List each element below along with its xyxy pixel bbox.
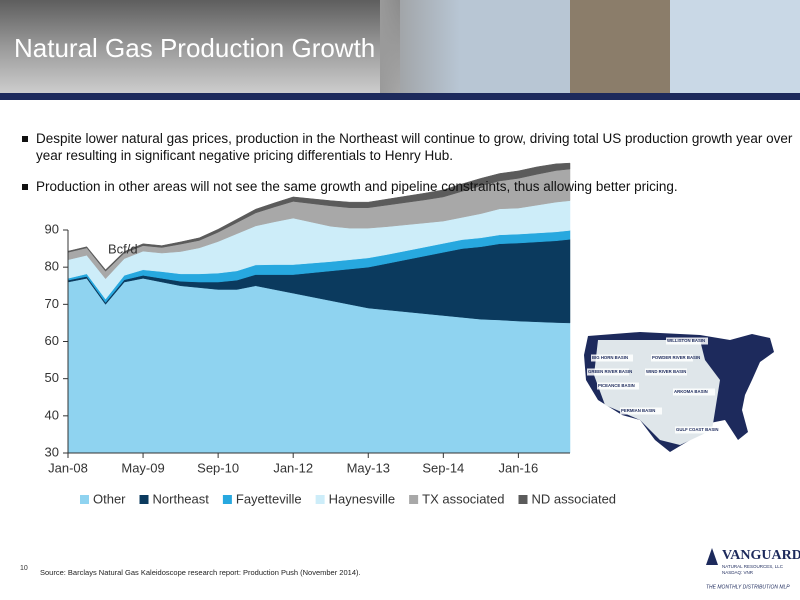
x-tick-label: May-09: [121, 460, 164, 475]
bullet: Despite lower natural gas prices, produc…: [20, 130, 800, 164]
logo-tagline: THE MONTHLY DISTRIBUTION MLP: [706, 584, 790, 590]
map-label: BIG HORN BASIN: [592, 355, 628, 360]
map-label-bg: [587, 368, 629, 376]
y-tick-label: 30: [45, 444, 59, 459]
y-tick-label: 90: [45, 221, 59, 236]
photo-fade: [380, 0, 460, 95]
operating-area: [594, 340, 720, 445]
legend-swatch: [315, 495, 325, 504]
legend-label: ND associated: [532, 491, 617, 506]
map: WILLISTON BASIN BIG HORN BASIN POWDER RIVE…: [584, 332, 774, 452]
logo-sub: NATURAL RESOURCES, LLC: [722, 564, 784, 569]
bullet: Production in other areas will not see t…: [20, 178, 800, 195]
x-tick-label: Sep-10: [197, 460, 239, 475]
page-number: 10: [20, 565, 28, 572]
legend-label: Other: [93, 491, 126, 506]
map-label-bg: [673, 388, 715, 396]
x-tick-label: May-13: [347, 460, 390, 475]
legend-swatch: [80, 495, 89, 504]
map-label: GULF COAST BASIN: [676, 427, 719, 432]
logo-ticker: NASDAQ: VNR: [722, 570, 754, 575]
photo: [670, 0, 800, 95]
map-label: PICEANCE BASIN: [598, 383, 635, 388]
map-label-bg: [597, 382, 639, 390]
map-label: PERMIAN BASIN: [621, 408, 655, 413]
y-tick-label: 60: [45, 333, 59, 348]
map-label-bg: [675, 426, 717, 434]
legend-swatch: [409, 495, 419, 504]
x-tick-label: Sep-14: [422, 460, 464, 475]
x-tick-label: Jan-08: [48, 460, 88, 475]
y-tick-label: 80: [45, 259, 59, 274]
legend-swatch: [222, 495, 232, 504]
legend-swatch: [139, 495, 149, 504]
map-label: WIND RIVER BASIN: [646, 369, 686, 374]
x-tick-label: Jan-16: [499, 460, 539, 475]
y-tick-label: 70: [45, 296, 59, 311]
map-label: GREEN RIVER BASIN: [588, 369, 632, 374]
photo: [570, 0, 670, 95]
map-label-bg: [620, 407, 662, 415]
logo-icon: [706, 548, 718, 565]
legend-label: Fayetteville: [236, 491, 302, 506]
y-tick-label: 40: [45, 407, 59, 422]
y-axis-label: Bcf/d: [108, 241, 138, 256]
slide-title: Natural Gas Production Growth: [14, 33, 375, 63]
area: [67, 162, 571, 272]
legend-label: Northeast: [153, 491, 210, 506]
header-stripe: [0, 93, 800, 100]
chart: Forecast30405060708090Jan-08May-09Sep-10…: [45, 162, 617, 506]
y-tick-label: 50: [45, 370, 59, 385]
source: Source: Barclays Natural Gas Kaleidoscop…: [40, 568, 361, 577]
map-label: ARKOMA BASIN: [674, 389, 708, 394]
legend-label: Haynesville: [329, 491, 395, 506]
logo-name: VANGUARD: [722, 548, 800, 563]
map-label: POWDER RIVER BASIN: [652, 355, 700, 360]
legend-swatch: [518, 495, 528, 504]
x-tick-label: Jan-12: [273, 460, 313, 475]
map-label-bg: [645, 368, 687, 376]
logo: VANGUARD NATURAL RESOURCES, LLC NASDAQ: …: [706, 548, 800, 590]
map-label-bg: [651, 354, 693, 362]
legend-label: TX associated: [422, 491, 504, 506]
map-label: WILLISTON BASIN: [667, 338, 705, 343]
map-label-bg: [666, 337, 708, 345]
map-label-bg: [591, 354, 633, 362]
